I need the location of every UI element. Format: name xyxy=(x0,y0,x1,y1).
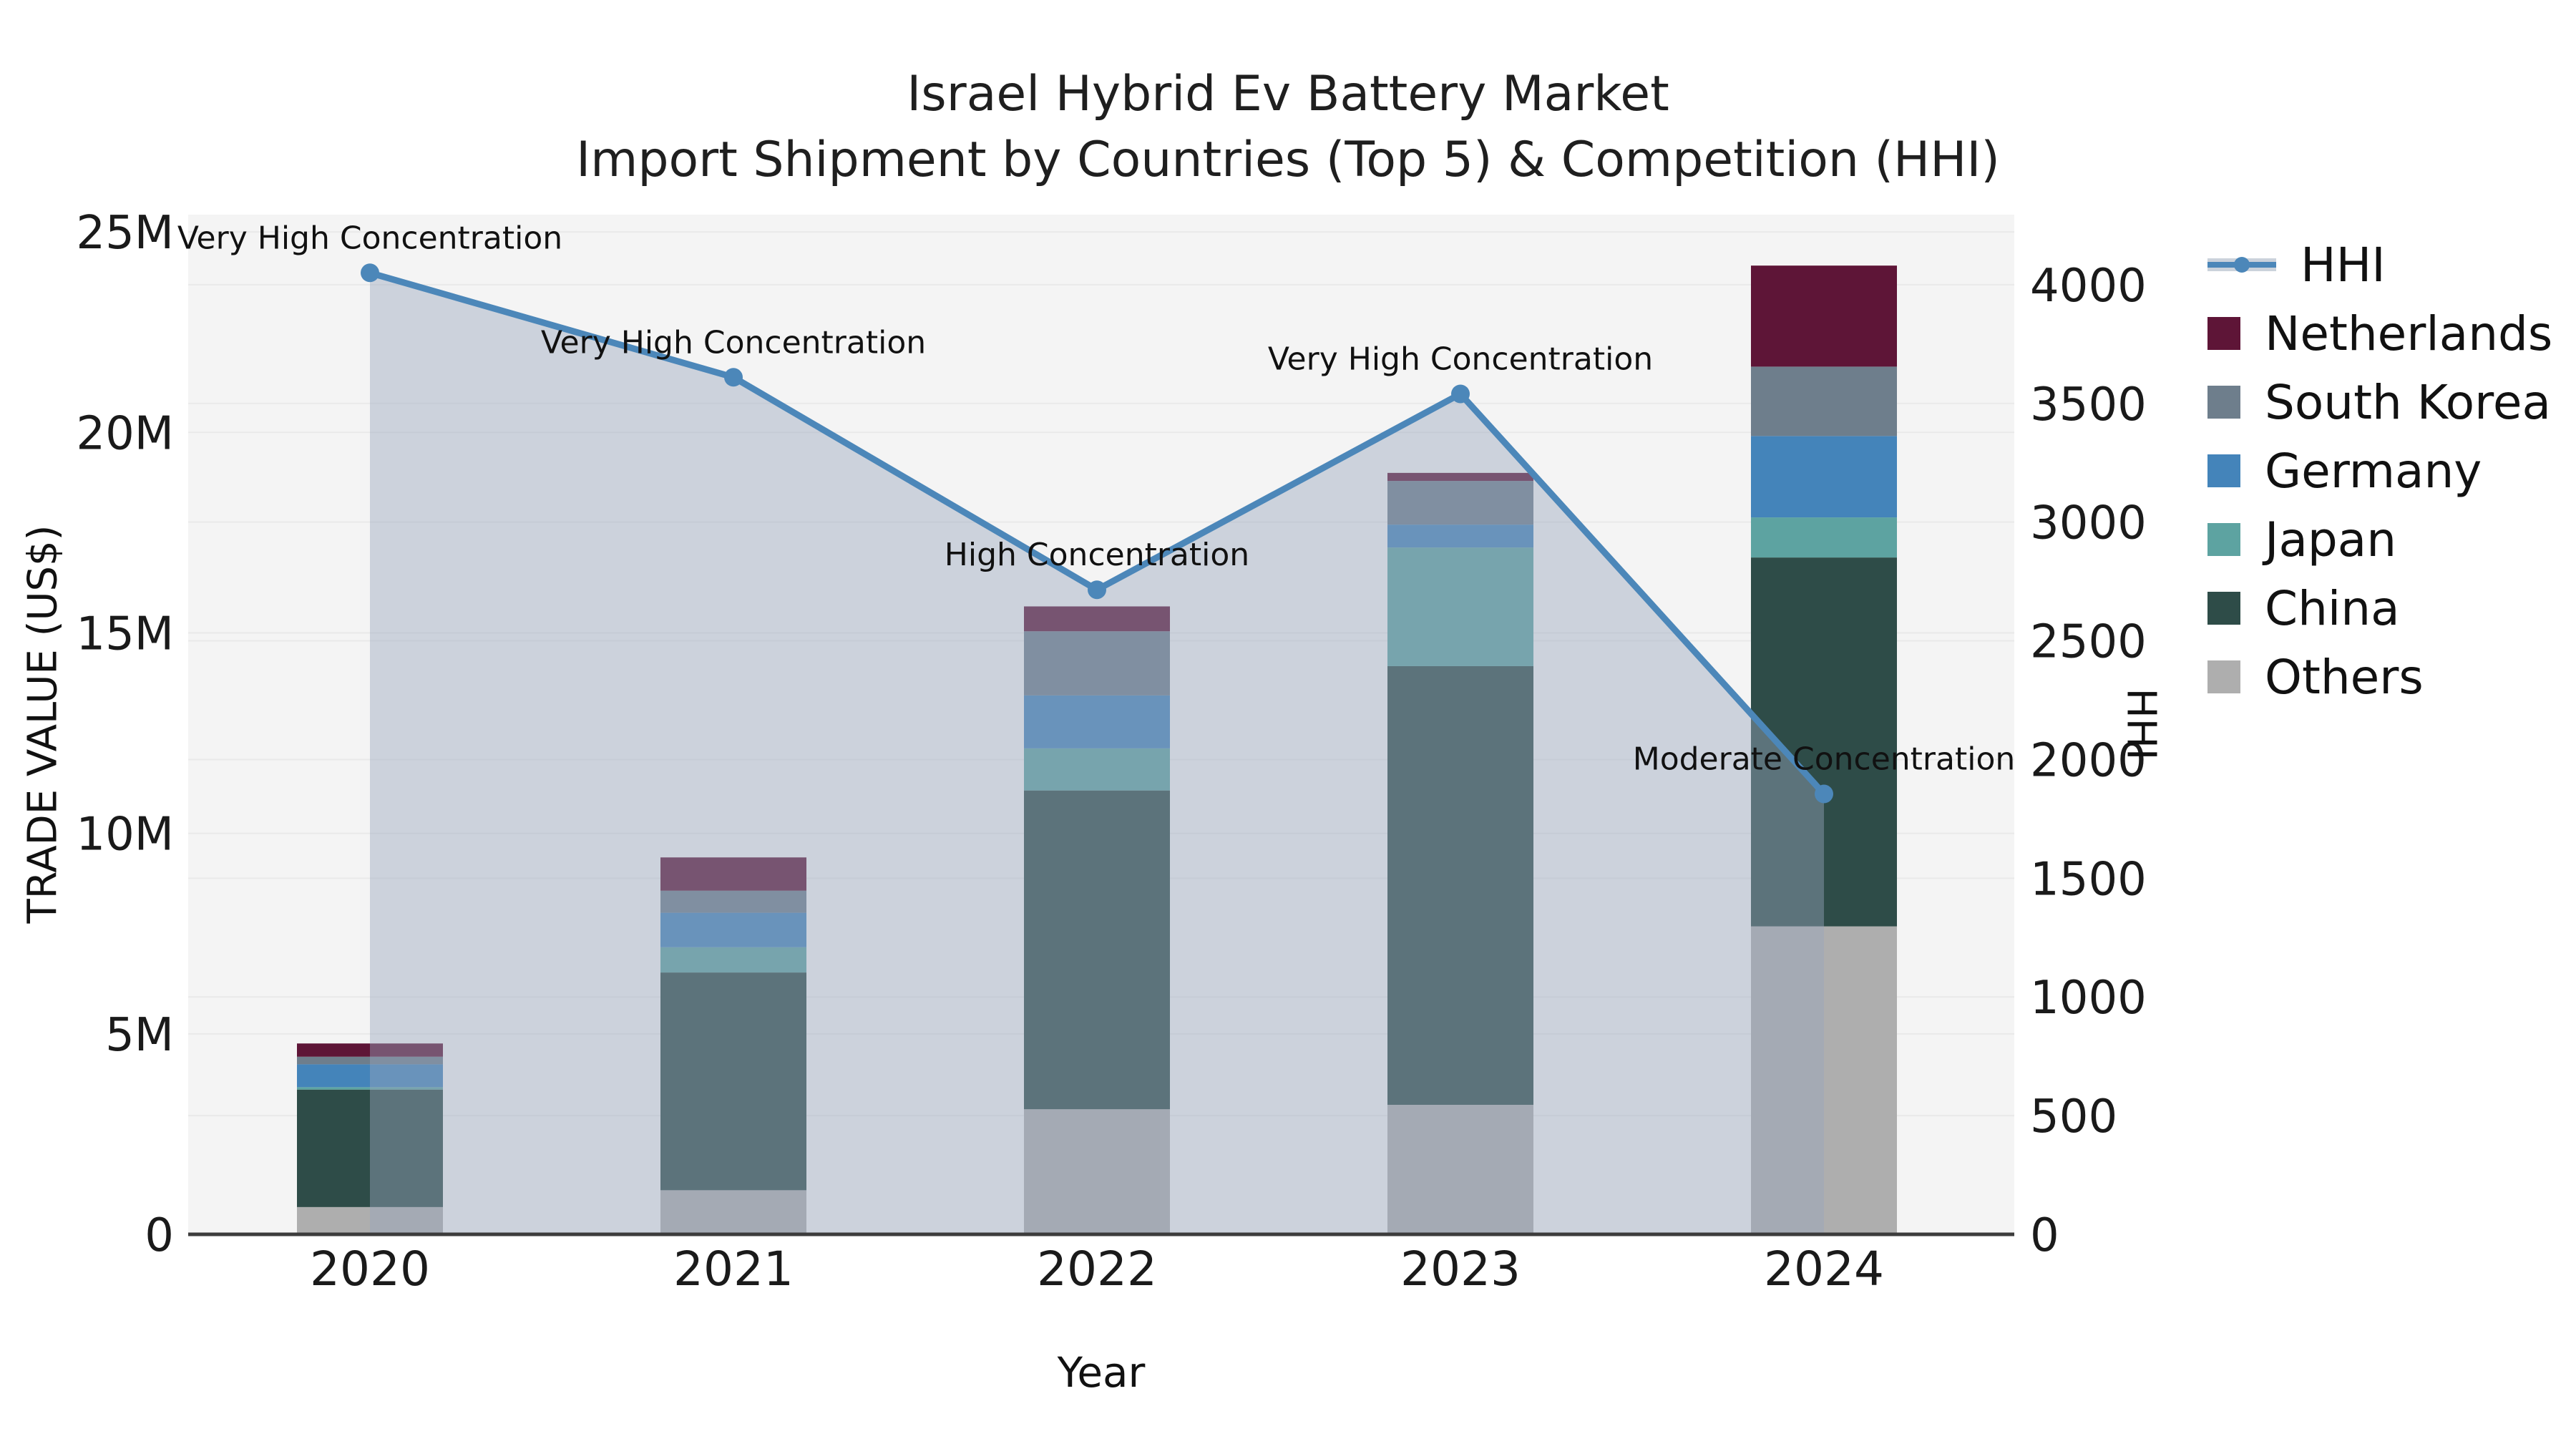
y-right-axis-title: HHI xyxy=(2117,688,2165,761)
legend-label: Germany xyxy=(2265,443,2482,499)
bar-segment-others-2024 xyxy=(1751,926,1897,1234)
legend-swatch xyxy=(2207,523,2240,556)
legend-swatch xyxy=(2207,660,2240,693)
legend-label: South Korea xyxy=(2265,374,2551,430)
bar-segment-netherlands-2022 xyxy=(1024,606,1170,632)
bar-segment-japan-2024 xyxy=(1751,517,1897,558)
legend-item-south-korea: South Korea xyxy=(2207,368,2552,436)
hhi-area-fill xyxy=(370,273,1824,1234)
y-left-tick-label: 5M xyxy=(105,1009,174,1062)
hhi-marker-2020 xyxy=(361,263,379,283)
legend-label: HHI xyxy=(2301,237,2386,293)
chart-title-line2: Import Shipment by Countries (Top 5) & C… xyxy=(576,132,2000,188)
x-tick-label-2020: 2020 xyxy=(310,1241,430,1297)
legend: HHI Netherlands South Korea Germany Japan Chi… xyxy=(2207,230,2552,711)
bar-segment-germany-2021 xyxy=(660,912,806,947)
y-right-tick-label: 4000 xyxy=(2030,260,2147,313)
hhi-annotation-2022: High Concentration xyxy=(945,537,1249,573)
bar-segment-japan-2022 xyxy=(1024,748,1170,791)
bar-segment-netherlands-2021 xyxy=(660,857,806,891)
x-axis-title: Year xyxy=(1057,1348,1146,1397)
chart-title-line1: Israel Hybrid Ev Battery Market xyxy=(907,66,1669,122)
hhi-marker-2024 xyxy=(1815,784,1833,804)
bar-segment-germany-2020 xyxy=(297,1064,443,1088)
hhi-annotation-2023: Very High Concentration xyxy=(1268,341,1653,377)
chart-title: Israel Hybrid Ev Battery Market Import S… xyxy=(0,62,2576,193)
bar-segment-south-korea-2024 xyxy=(1751,366,1897,436)
legend-item-germany: Germany xyxy=(2207,436,2552,505)
bar-segment-china-2022 xyxy=(1024,790,1170,1110)
bar-segment-china-2020 xyxy=(297,1089,443,1207)
legend-line-glyph xyxy=(2207,248,2276,281)
legend-swatch xyxy=(2207,592,2240,625)
bar-segment-japan-2020 xyxy=(297,1087,443,1090)
y-left-tick-label: 10M xyxy=(76,809,174,862)
bar-segment-others-2022 xyxy=(1024,1109,1170,1234)
bar-segment-netherlands-2020 xyxy=(297,1043,443,1057)
bar-segment-south-korea-2020 xyxy=(297,1056,443,1065)
y-left-tick-label: 15M xyxy=(76,608,174,660)
bar-segment-germany-2024 xyxy=(1751,436,1897,518)
bar-segment-japan-2023 xyxy=(1387,547,1533,666)
x-tick-label-2021: 2021 xyxy=(673,1241,794,1297)
bar-segment-others-2023 xyxy=(1387,1105,1533,1234)
bar-segment-netherlands-2023 xyxy=(1387,472,1533,482)
legend-swatch xyxy=(2207,317,2240,350)
bar-segment-japan-2021 xyxy=(660,947,806,973)
legend-item-hhi: HHI xyxy=(2207,230,2552,299)
y-right-tick-label: 3000 xyxy=(2030,497,2147,550)
bar-segment-south-korea-2021 xyxy=(660,890,806,913)
bar-segment-others-2020 xyxy=(297,1206,443,1234)
legend-swatch xyxy=(2207,454,2240,487)
legend-swatch xyxy=(2207,386,2240,419)
hhi-annotation-2020: Very High Concentration xyxy=(177,220,562,256)
bar-segment-china-2023 xyxy=(1387,665,1533,1106)
legend-item-netherlands: Netherlands xyxy=(2207,299,2552,368)
y-right-tick-label: 1500 xyxy=(2030,853,2147,906)
x-tick-label-2024: 2024 xyxy=(1764,1241,1884,1297)
hhi-marker-2021 xyxy=(724,368,743,387)
hhi-annotation-2021: Very High Concentration xyxy=(541,324,926,361)
bar-segment-germany-2023 xyxy=(1387,525,1533,548)
y-right-tick-label: 1000 xyxy=(2030,972,2147,1025)
y-left-tick-label: 0 xyxy=(145,1209,174,1262)
y-right-tick-label: 3500 xyxy=(2030,379,2147,431)
bar-segment-germany-2022 xyxy=(1024,695,1170,748)
y-right-tick-label: 0 xyxy=(2030,1209,2059,1262)
bar-segment-others-2021 xyxy=(660,1190,806,1234)
y-right-tick-label: 500 xyxy=(2030,1091,2117,1143)
legend-item-others: Others xyxy=(2207,643,2552,711)
legend-item-china: China xyxy=(2207,574,2552,643)
bar-segment-south-korea-2022 xyxy=(1024,631,1170,696)
y-left-tick-label: 20M xyxy=(76,407,174,460)
legend-item-japan: Japan xyxy=(2207,505,2552,574)
bar-segment-netherlands-2024 xyxy=(1751,265,1897,367)
y-left-axis-title: TRADE VALUE (US$) xyxy=(19,525,67,924)
hhi-marker-2023 xyxy=(1451,384,1470,404)
legend-label: Japan xyxy=(2265,512,2397,567)
legend-label: Others xyxy=(2265,649,2424,705)
legend-label: China xyxy=(2265,580,2400,636)
y-right-tick-label: 2000 xyxy=(2030,734,2147,787)
bar-segment-south-korea-2023 xyxy=(1387,481,1533,525)
hhi-marker-2022 xyxy=(1088,580,1106,600)
x-tick-label-2023: 2023 xyxy=(1400,1241,1521,1297)
y-right-tick-label: 2500 xyxy=(2030,616,2147,669)
bar-segment-china-2021 xyxy=(660,972,806,1191)
hhi-annotation-2024: Moderate Concentration xyxy=(1633,741,2016,778)
legend-label: Netherlands xyxy=(2265,306,2553,361)
x-tick-label-2022: 2022 xyxy=(1037,1241,1157,1297)
y-left-tick-label: 25M xyxy=(76,207,174,260)
